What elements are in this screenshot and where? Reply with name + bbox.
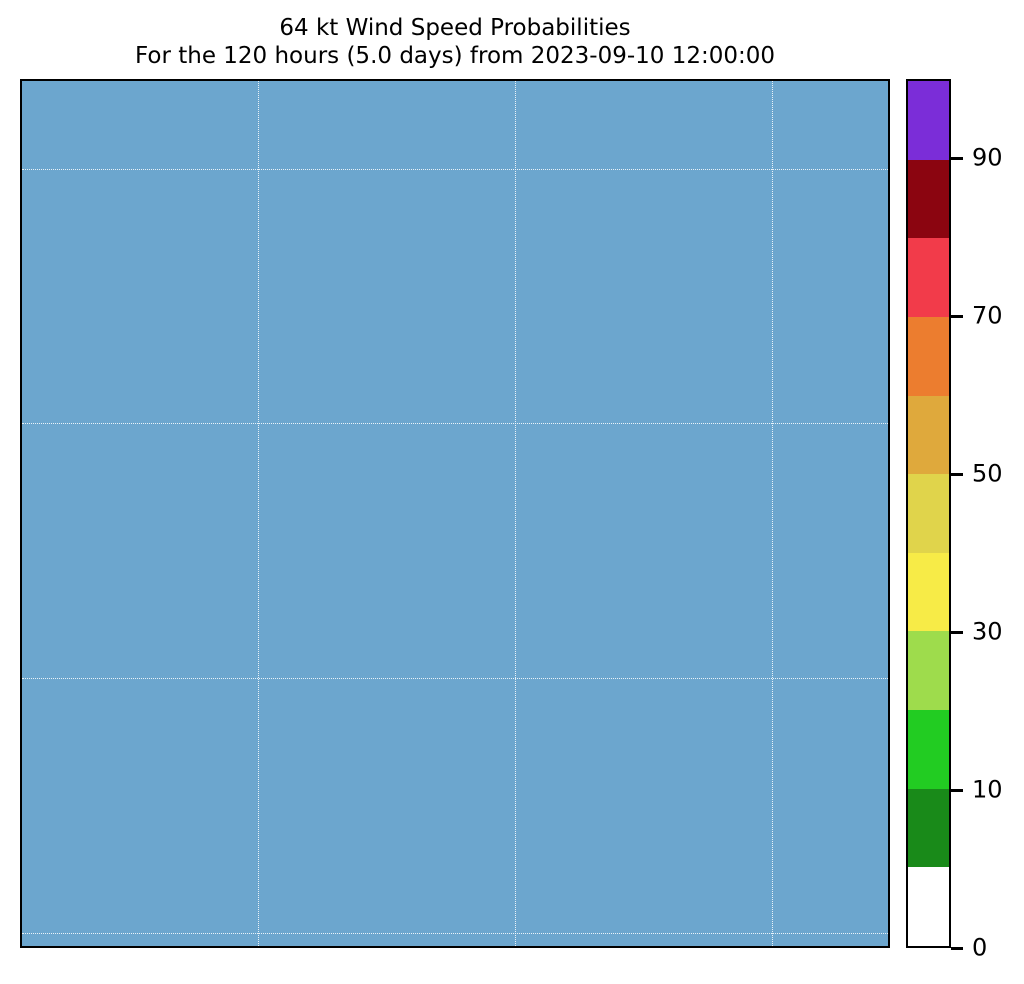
gridline-horizontal bbox=[22, 933, 888, 935]
gridline-horizontal bbox=[22, 169, 888, 171]
colorbar-band bbox=[908, 631, 949, 711]
colorbar-tick-mark bbox=[951, 789, 963, 792]
gridline-horizontal bbox=[22, 422, 888, 424]
colorbar-tick-label: 0 bbox=[972, 933, 988, 962]
colorbar-tick-label: 70 bbox=[972, 301, 1003, 330]
colorbar-band bbox=[908, 474, 949, 553]
colorbar-band bbox=[908, 867, 949, 947]
colorbar-tick-mark bbox=[951, 315, 963, 318]
colorbar-tick-mark bbox=[951, 473, 963, 476]
colorbar-tick-label: 90 bbox=[972, 143, 1003, 172]
colorbar-band bbox=[908, 395, 949, 475]
colorbar: 0 10 30 50 70 90 bbox=[906, 79, 1003, 961]
map-canvas bbox=[20, 79, 890, 948]
colorbar-tick-mark bbox=[951, 631, 963, 634]
colorbar-band bbox=[908, 159, 949, 239]
colorbar-tick-label: 50 bbox=[972, 459, 1003, 488]
colorbar-tick-label: 30 bbox=[972, 617, 1003, 646]
chart-title: 64 kt Wind Speed Probabilities For the 1… bbox=[20, 14, 890, 70]
colorbar-bands bbox=[906, 79, 951, 948]
gridline-vertical bbox=[258, 81, 260, 946]
colorbar-band bbox=[908, 238, 949, 317]
chart-title-line1: 64 kt Wind Speed Probabilities bbox=[279, 15, 631, 41]
colorbar-band bbox=[908, 552, 949, 632]
gridline-horizontal bbox=[22, 677, 888, 679]
chart-title-line2: For the 120 hours (5.0 days) from 2023-0… bbox=[134, 43, 776, 69]
colorbar-tick-mark bbox=[951, 947, 963, 950]
colorbar-tick-label: 10 bbox=[972, 775, 1003, 804]
colorbar-band bbox=[908, 788, 949, 868]
gridline-vertical bbox=[514, 81, 516, 946]
colorbar-band bbox=[908, 81, 949, 160]
gridline-vertical bbox=[771, 81, 773, 946]
colorbar-band bbox=[908, 316, 949, 396]
colorbar-tick-mark bbox=[951, 157, 963, 160]
colorbar-band bbox=[908, 710, 949, 789]
